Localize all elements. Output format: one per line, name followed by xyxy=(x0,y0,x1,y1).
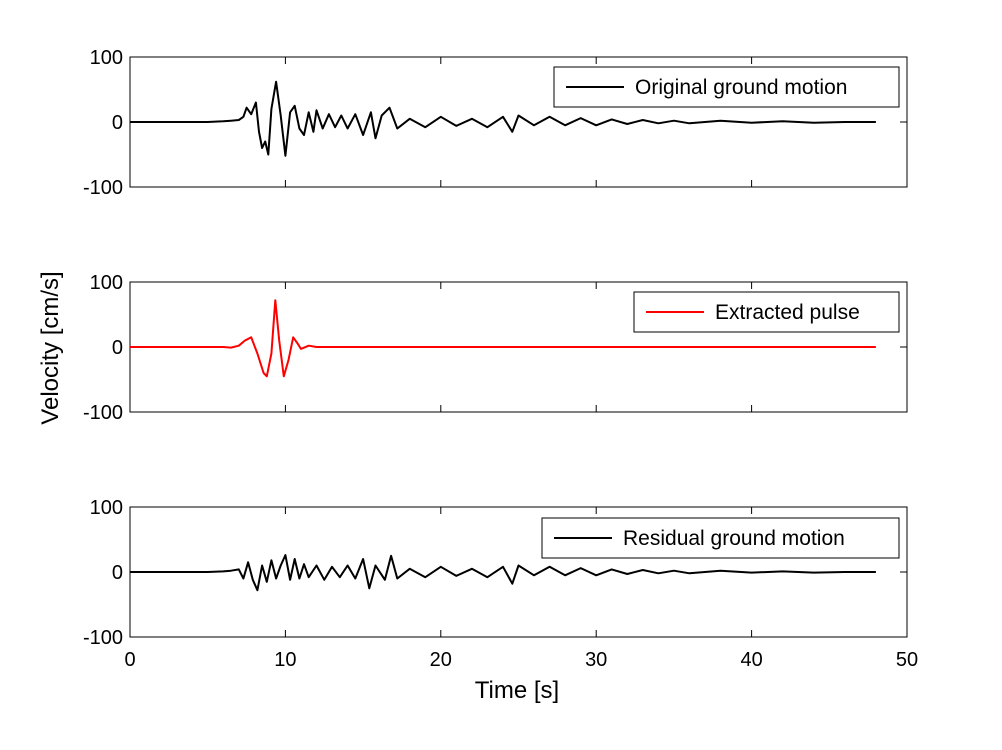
y-tick-label: -100 xyxy=(83,402,123,424)
y-tick-label: 100 xyxy=(90,47,123,69)
y-tick-label: 100 xyxy=(90,497,123,519)
legend-label: Original ground motion xyxy=(635,76,847,99)
x-tick-label: 40 xyxy=(740,649,762,671)
x-tick-label: 30 xyxy=(585,649,607,671)
legend-label: Residual ground motion xyxy=(623,527,845,550)
panel-2: -100 0 100 Extracted pulse xyxy=(83,272,908,424)
legend: Original ground motion xyxy=(553,66,900,108)
y-tick-label: 100 xyxy=(90,272,123,294)
y-tick-label: -100 xyxy=(83,627,123,649)
x-tick-label: 0 xyxy=(124,649,135,671)
x-tick-label: 50 xyxy=(896,649,918,671)
series-line xyxy=(130,554,876,592)
y-tick-label: 0 xyxy=(112,562,123,584)
x-tick-label: 10 xyxy=(274,649,296,671)
y-axis-label: Velocity [cm/s] xyxy=(37,271,64,424)
legend-label: Extracted pulse xyxy=(715,301,860,324)
y-tick-label: 0 xyxy=(112,337,123,359)
x-tick-label: 20 xyxy=(430,649,452,671)
legend: Extracted pulse xyxy=(633,291,900,333)
x-axis-label: Time [s] xyxy=(475,677,559,704)
series-line xyxy=(130,80,876,157)
panel-1: -100 0 100 Original ground motion xyxy=(83,47,908,199)
series-line xyxy=(130,299,876,378)
y-tick-label: 0 xyxy=(112,112,123,134)
legend: Residual ground motion xyxy=(541,517,900,559)
y-tick-label: -100 xyxy=(83,177,123,199)
